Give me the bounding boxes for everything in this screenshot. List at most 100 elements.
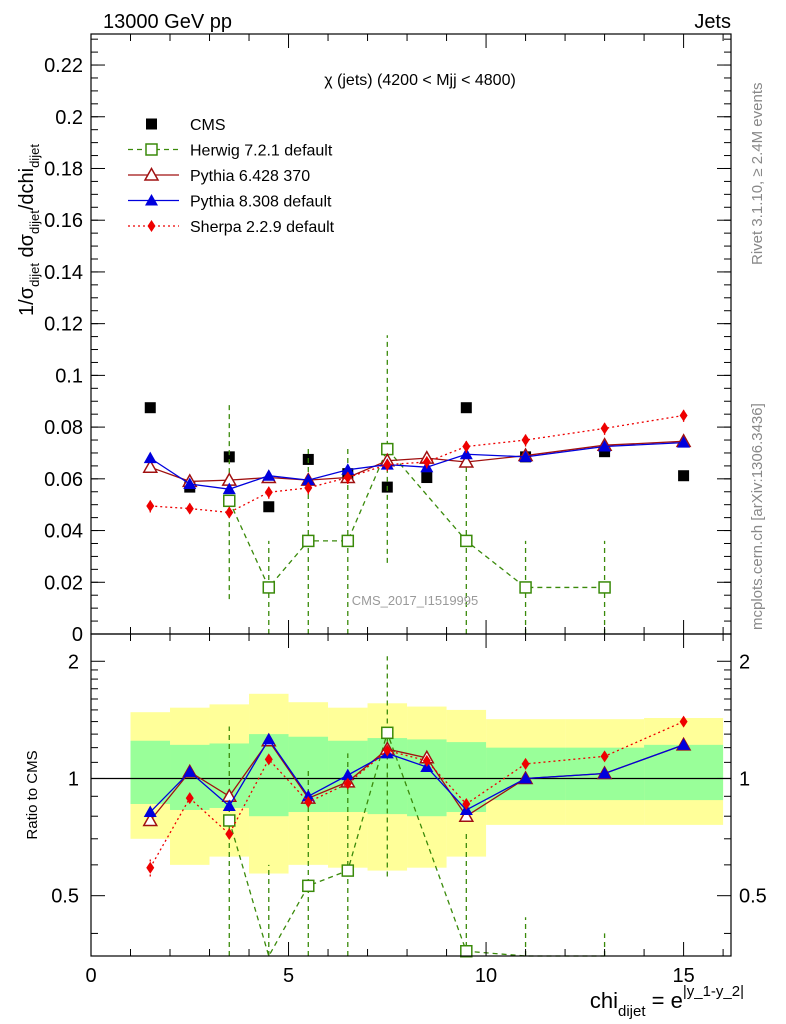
ratio-plot-content bbox=[142, 656, 692, 958]
legend-cms-label: CMS bbox=[190, 117, 226, 134]
legend-pythia-8-308-default-marker bbox=[145, 194, 158, 206]
x-tick-label: 0 bbox=[85, 965, 96, 987]
main-pythia-6-428-370-point bbox=[458, 453, 475, 468]
main-herwig-7-2-1-default-point bbox=[598, 581, 611, 594]
ratio-pythia-6-428-370-point bbox=[142, 812, 159, 827]
main-sherpa-2-2-9-default-point bbox=[225, 506, 234, 519]
ratio-sherpa-2-2-9-default-point bbox=[462, 797, 471, 810]
main-plot-frame bbox=[90, 33, 732, 635]
main-cms-point bbox=[421, 472, 433, 484]
main-pythia-8-308-default-point bbox=[459, 447, 473, 460]
main-plot-panel: χ (jets) (4200 < Mjj < 4800) CMS_2017_I1… bbox=[44, 33, 732, 646]
legend-cms-marker bbox=[146, 118, 157, 130]
ratio-sherpa-2-2-9-default-point bbox=[264, 753, 273, 766]
main-y-tick-label: 0.06 bbox=[44, 469, 83, 491]
legend-sherpa-2-2-9-default-marker bbox=[147, 220, 156, 232]
ratio-sherpa-2-2-9-default-point bbox=[679, 715, 688, 728]
mcplots-source-label: mcplots.cern.ch [arXiv:1306.3436] bbox=[749, 403, 766, 630]
main-sherpa-2-2-9-default-point bbox=[343, 471, 352, 484]
main-herwig-7-2-1-default-line bbox=[228, 447, 605, 589]
main-sherpa-2-2-9-default-point bbox=[422, 456, 431, 469]
ratio-inner-band bbox=[249, 734, 289, 817]
ratio-pythia-8-308-default-point bbox=[341, 768, 355, 781]
main-plot-content bbox=[142, 335, 692, 634]
main-y-axis-label: 1/σdijet dσdijet/dchidijet bbox=[16, 144, 42, 316]
main-pythia-8-308-default-point bbox=[519, 450, 533, 462]
main-cms-point bbox=[460, 402, 472, 414]
x-axis-label: chidijet = e|y_1-y_2| bbox=[590, 983, 744, 1020]
ratio-plot-frame bbox=[90, 633, 732, 957]
main-sherpa-2-2-9-default-point bbox=[679, 409, 688, 422]
ratio-y-tick-label: 2 bbox=[68, 651, 79, 673]
main-y-tick-label: 0.18 bbox=[44, 158, 83, 180]
x-tick-label: 15 bbox=[672, 965, 694, 987]
main-cms-point bbox=[678, 470, 690, 482]
main-pythia-8-308-default-point bbox=[222, 482, 236, 495]
main-sherpa-2-2-9-default-point bbox=[521, 434, 530, 447]
ratio-sherpa-2-2-9-default-point bbox=[600, 750, 609, 763]
ratio-herwig-7-2-1-default-point bbox=[302, 879, 315, 893]
main-herwig-7-2-1-default-point bbox=[302, 534, 315, 548]
ratio-pythia-8-308-default-point bbox=[143, 805, 157, 818]
main-y-tick-label: 0.04 bbox=[44, 521, 83, 543]
ratio-sherpa-2-2-9-default-point bbox=[383, 744, 392, 757]
ratio-inner-band bbox=[130, 740, 171, 804]
main-sherpa-2-2-9-default-point bbox=[264, 486, 273, 499]
main-y-tick-label: 0 bbox=[72, 624, 83, 646]
main-y-tick-label: 0.22 bbox=[44, 55, 83, 77]
main-y-tick-label: 0.02 bbox=[44, 572, 83, 594]
ratio-sherpa-2-2-9-default-line bbox=[149, 720, 684, 869]
chart-title: χ (jets) (4200 < Mjj < 4800) bbox=[324, 72, 516, 89]
ratio-plot-panel: 0.5 0.5 1 1 2 2 0 5 10 15 bbox=[51, 633, 767, 987]
ratio-y-tick-label: 1 bbox=[68, 768, 79, 790]
main-sherpa-2-2-9-default-point bbox=[462, 440, 471, 453]
main-cms-point bbox=[223, 451, 235, 463]
main-pythia-8-308-default-point bbox=[262, 469, 276, 481]
main-herwig-7-2-1-default-point bbox=[341, 534, 355, 548]
main-y-tick-label: 0.08 bbox=[44, 417, 83, 439]
analysis-watermark: CMS_2017_I1519995 bbox=[352, 593, 479, 608]
ratio-y-tick-label-right: 1 bbox=[739, 768, 750, 790]
ratio-herwig-7-2-1-default-line bbox=[228, 730, 605, 958]
header-energy-label: 13000 GeV pp bbox=[103, 11, 232, 33]
main-pythia-8-308-default-point bbox=[301, 473, 315, 486]
main-sherpa-2-2-9-default-point bbox=[383, 458, 392, 471]
ratio-herwig-7-2-1-default-point bbox=[341, 864, 355, 877]
legend-pythia-6-428-370-label: Pythia 6.428 370 bbox=[190, 168, 310, 185]
ratio-sherpa-2-2-9-default-point bbox=[225, 828, 234, 841]
main-cms-point bbox=[599, 446, 611, 458]
main-sherpa-2-2-9-default-point bbox=[185, 502, 194, 515]
main-y-tick-label: 0.2 bbox=[55, 107, 83, 129]
x-tick-label: 10 bbox=[475, 965, 497, 987]
ratio-herwig-7-2-1-default-point bbox=[223, 814, 236, 827]
ratio-pythia-8-308-default-point bbox=[598, 766, 612, 779]
main-sherpa-2-2-9-default-line bbox=[150, 414, 684, 514]
main-axes: 0 0.02 0.04 0.06 0.08 0.1 0.12 0.14 0.16 0.18 0.2 0… bbox=[44, 33, 732, 646]
main-cms-point bbox=[144, 402, 156, 414]
x-tick-label: 5 bbox=[283, 965, 294, 987]
ratio-sherpa-2-2-9-default-point bbox=[146, 861, 155, 874]
main-sherpa-2-2-9-default-point bbox=[600, 422, 609, 435]
main-pythia-8-308-default-line bbox=[149, 441, 684, 490]
main-cms-point bbox=[263, 501, 275, 513]
main-sherpa-2-2-9-default-point bbox=[304, 481, 313, 494]
ratio-sherpa-2-2-9-default-point bbox=[185, 792, 194, 805]
main-y-tick-label: 0.12 bbox=[44, 314, 83, 336]
ratio-pythia-8-308-default-point bbox=[677, 738, 691, 750]
ratio-y-tick-label-right: 0.5 bbox=[739, 886, 767, 908]
legend-herwig-7-2-1-default-label: Herwig 7.2.1 default bbox=[190, 143, 333, 160]
main-pythia-6-428-370-point bbox=[142, 459, 159, 473]
ratio-y-tick-label-right: 2 bbox=[739, 651, 750, 673]
ratio-pythia-8-308-default-point bbox=[262, 732, 276, 745]
ratio-pythia-8-308-default-point bbox=[183, 765, 197, 777]
legend-pythia-8-308-default-label: Pythia 8.308 default bbox=[190, 194, 332, 211]
ratio-herwig-7-2-1-default-point bbox=[381, 726, 394, 740]
main-herwig-7-2-1-default-point bbox=[262, 581, 276, 594]
legend-sherpa-2-2-9-default-label: Sherpa 2.2.9 default bbox=[190, 219, 335, 236]
main-pythia-8-308-default-point bbox=[677, 436, 691, 448]
ratio-sherpa-2-2-9-default-point bbox=[304, 796, 313, 809]
rivet-version-label: Rivet 3.1.10, ≥ 2.4M events bbox=[749, 83, 766, 266]
ratio-axes: 0.5 0.5 1 1 2 2 0 5 10 15 bbox=[51, 633, 767, 987]
ratio-inner-band bbox=[644, 744, 724, 801]
legend: CMS Herwig 7.2.1 default Pythia 6.428 370 P… bbox=[128, 117, 335, 236]
